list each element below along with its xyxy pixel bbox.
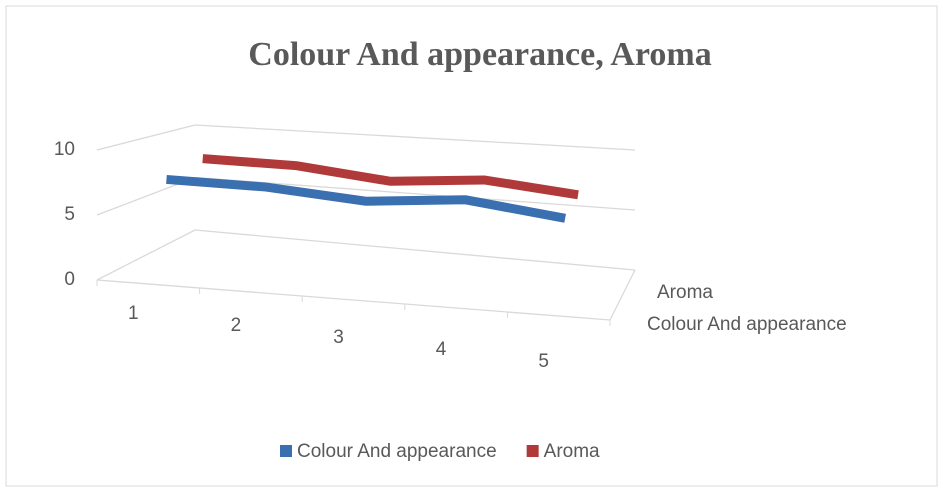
depth-label: Colour And appearance: [647, 314, 847, 335]
y-tick-label: 5: [64, 204, 75, 225]
grid-line: [96, 124, 636, 151]
x-tick-label: 3: [333, 327, 344, 348]
y-tick-label: 10: [54, 139, 75, 160]
x-tick-label: 2: [231, 315, 242, 336]
series-line: [202, 154, 579, 200]
depth-label: Aroma: [657, 282, 713, 303]
x-tick-label: 5: [538, 351, 549, 372]
series-line: [166, 174, 566, 223]
x-tick-label: 1: [128, 303, 139, 324]
y-tick-label: 0: [64, 269, 75, 290]
chart-title: Colour And appearance, Aroma: [248, 36, 711, 73]
grid-line: [96, 229, 636, 281]
legend-label: Aroma: [544, 441, 600, 462]
chart-border: [5, 5, 938, 487]
legend-label: Colour And appearance: [297, 441, 497, 462]
x-tick-label: 4: [436, 339, 447, 360]
legend-swatch: [526, 445, 539, 457]
legend-swatch: [280, 445, 292, 457]
